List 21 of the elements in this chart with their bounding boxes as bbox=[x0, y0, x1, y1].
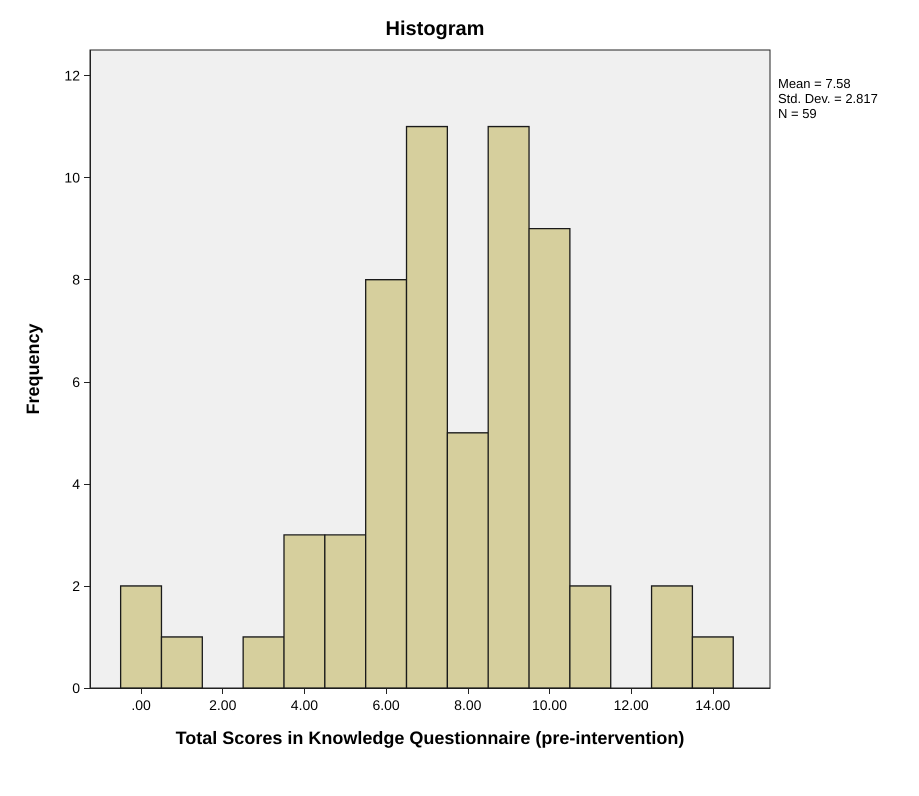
y-tick-label: 6 bbox=[72, 374, 80, 390]
chart-title: Histogram bbox=[386, 18, 484, 40]
x-tick-label: 2.00 bbox=[209, 697, 237, 713]
text: Std. Dev. = 2.817 bbox=[778, 91, 878, 106]
y-tick-label: 2 bbox=[72, 578, 80, 594]
x-tick-label: .00 bbox=[131, 697, 151, 713]
y-axis-title: Frequency bbox=[23, 323, 43, 415]
y-tick-label: 10 bbox=[64, 170, 80, 186]
y-tick-label: 4 bbox=[72, 476, 80, 492]
x-tick-label: 6.00 bbox=[372, 697, 400, 713]
text: N = 59 bbox=[778, 106, 817, 121]
text: Mean = 7.58 bbox=[778, 76, 851, 91]
y-tick-label: 8 bbox=[72, 272, 80, 288]
x-tick-label: 12.00 bbox=[614, 697, 649, 713]
x-tick-label: 14.00 bbox=[695, 697, 731, 713]
x-tick-label: 10.00 bbox=[532, 697, 568, 713]
y-tick-label: 12 bbox=[64, 68, 80, 84]
x-axis-title: Total Scores in Knowledge Questionnaire (pre-intervention) bbox=[176, 728, 684, 748]
y-tick-label: 0 bbox=[72, 680, 80, 696]
x-tick-label: 8.00 bbox=[454, 697, 482, 713]
x-tick-label: 4.00 bbox=[290, 697, 318, 713]
